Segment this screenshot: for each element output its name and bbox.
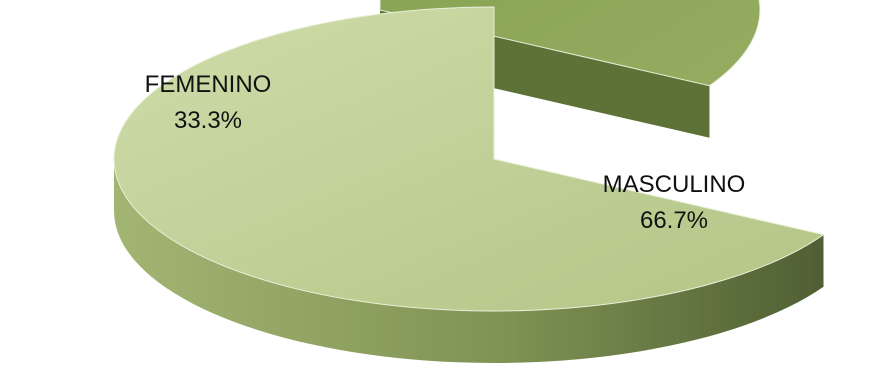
slice-label-masculino-category: MASCULINO: [603, 171, 746, 198]
slice-label-femenino-category: FEMENINO: [145, 71, 272, 98]
slice-label-femenino-value: 33.3%: [174, 107, 242, 134]
pie-slice-masculino: [113, 6, 825, 312]
slice-label-masculino-value: 66.7%: [640, 207, 708, 234]
slice-side-masculino: [114, 159, 824, 363]
